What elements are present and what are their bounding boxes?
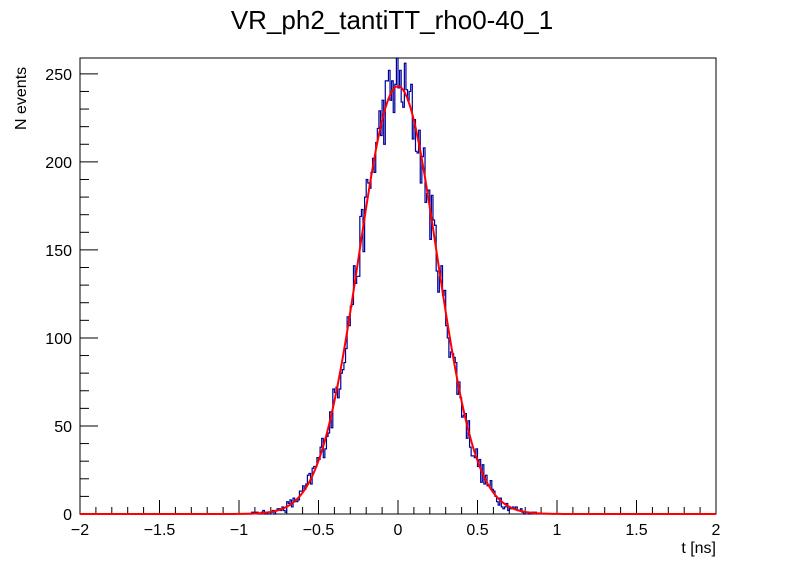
y-tick-label: 250 (45, 67, 72, 84)
chart-title: VR_ph2_tantiTT_rho0-40_1 (231, 5, 553, 35)
y-axis-label: N events (13, 67, 30, 130)
y-tick-label: 200 (45, 155, 72, 172)
series-layer (80, 57, 716, 515)
x-tick-label: 1 (553, 522, 562, 539)
x-tick-label: −1.5 (144, 522, 176, 539)
x-tick-label: −0.5 (303, 522, 335, 539)
y-tick-label: 50 (54, 419, 72, 436)
x-axis-ticks: −2 −1.5 −1 −0.5 0 0.5 1 1.5 2 (71, 500, 721, 539)
y-tick-label: 100 (45, 331, 72, 348)
y-axis-ticks: 0 50 100 150 200 250 (45, 67, 98, 524)
x-tick-label: −1 (230, 522, 248, 539)
x-tick-label: 0.5 (466, 522, 488, 539)
y-tick-label: 150 (45, 243, 72, 260)
x-tick-label: 1.5 (625, 522, 647, 539)
x-axis-label: t [ns] (681, 540, 716, 557)
x-tick-label: −2 (71, 522, 89, 539)
gaussian-fit-curve (80, 85, 716, 515)
x-tick-label: 2 (712, 522, 721, 539)
x-tick-label: 0 (394, 522, 403, 539)
y-tick-label: 0 (63, 507, 72, 524)
